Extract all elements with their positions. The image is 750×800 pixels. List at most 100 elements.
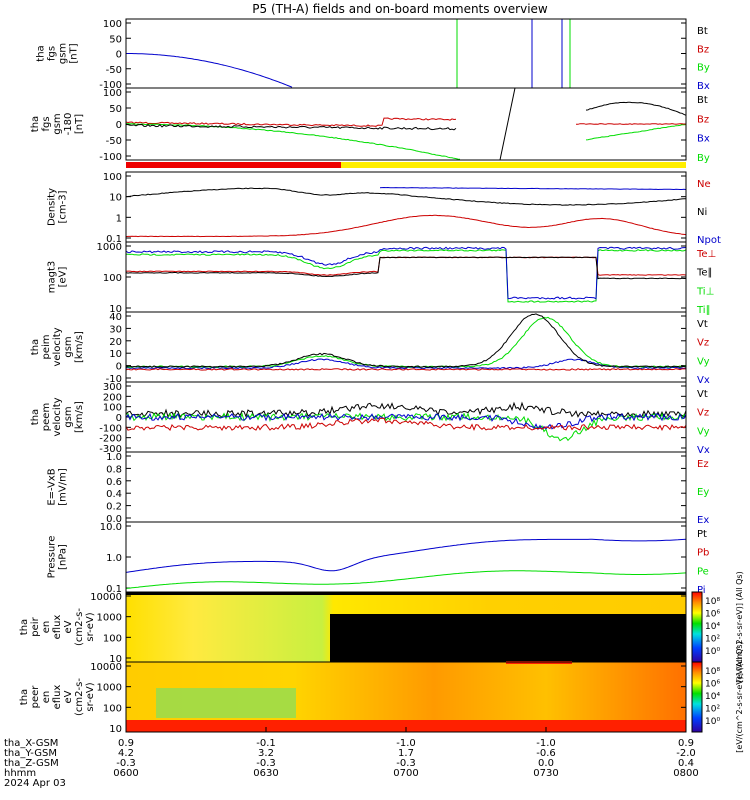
ylabel-peir_spectrum-6: sr-eV)	[85, 612, 96, 641]
xaxis-z-0: -0.3	[116, 758, 136, 769]
legend-fgs_bx-3: By	[697, 153, 710, 164]
series-pe-curve	[125, 570, 687, 589]
ytick-fgs_bx-3: -50	[106, 136, 122, 147]
panel-peir_spectrum: tha peir en eflux eV (cm2-s-sr-eV) 10000 1000 10…	[19, 591, 687, 665]
ytick-fgs_bx-4: -100	[99, 152, 122, 163]
colorbar-tick-2-2: 10⁴	[705, 692, 720, 702]
panel-pressure: Pressure [nPa] 10.0 1.0 0.1 Pt Pb Pe Pi	[47, 521, 709, 596]
ytick-peir_spectrum-3: 10	[109, 654, 122, 665]
ytick-peem_velocity-6: -300	[99, 444, 122, 455]
ylabel-density-1: [cm-3]	[58, 190, 69, 223]
ytick-density-2: 1	[116, 213, 122, 224]
colorbar-gradient-1	[691, 591, 703, 663]
mode-bar-fast	[126, 162, 341, 168]
ylabel-peim_velocity-1: peim	[41, 334, 52, 359]
colorbar-label-1: [eV/(cm^2-s-sr-eV)] (All Qs)	[735, 571, 744, 682]
ytick-temperature-0: 1000	[97, 242, 122, 253]
legend-density-0: Ne	[697, 179, 711, 190]
ylabel-peem_velocity-4: [km/s]	[74, 401, 85, 433]
ytick-peer_spectrum-2: 100	[103, 703, 122, 714]
spectrogram-top-strip	[126, 592, 686, 595]
series-bt-curve	[125, 123, 457, 131]
xaxis-row-label-1: tha_Y-GSM	[4, 748, 57, 759]
legend-efield-0: Ez	[697, 459, 709, 470]
colorbar-tick-2-0: 10⁸	[705, 667, 720, 677]
legend-peim_velocity-0: Vt	[697, 319, 708, 330]
legend-peim_velocity-2: Vy	[697, 356, 710, 367]
ylabel-peem_velocity-2: velocity	[52, 397, 63, 436]
xaxis-y-1: 3.2	[258, 748, 274, 759]
ytick-peim_velocity-1: 30	[109, 324, 122, 335]
legend-peem_velocity-1: Vz	[697, 408, 709, 419]
ytick-density-1: 10	[109, 193, 122, 204]
ytick-fgs_bt-0: 100	[103, 19, 122, 30]
series-vt-curve	[125, 401, 687, 419]
ytick-fgs_bx-1: 50	[109, 104, 122, 115]
panel-peem_velocity: tha peem velocity gsm [km/s] 3002001000-100-2…	[30, 381, 710, 456]
ylabel-peim_velocity-4: [km/s]	[74, 331, 85, 363]
ylabel-peir_spectrum-3: eflux	[52, 615, 63, 640]
colorbar-tick-1-2: 10⁴	[705, 622, 720, 632]
xaxis-time-4: 0800	[673, 768, 698, 779]
series-tipar-curve	[125, 246, 687, 300]
xaxis-x-2: -1.0	[396, 738, 416, 749]
ylabel-peer_spectrum-5: (cm2-s-	[74, 678, 85, 716]
xaxis-z-2: -0.3	[396, 758, 416, 769]
legend-fgs_bt-0: Bt	[697, 26, 708, 37]
series-pi-curve	[125, 538, 687, 573]
ylabel-peem_velocity-1: peem	[41, 403, 52, 431]
ylabel-density-0: Density	[47, 188, 58, 226]
xaxis-z-1: -0.3	[256, 758, 276, 769]
xaxis-time-0: 0600	[113, 768, 138, 779]
legend-pressure-2: Pe	[697, 566, 709, 577]
legend-efield-1: Ey	[697, 487, 709, 498]
ylabel-fgs_bt-0: tha	[36, 45, 47, 61]
ylabel-peem_velocity-0: tha	[30, 409, 41, 425]
ylabel-efield-0: E=-VxB	[47, 468, 58, 505]
series-vt-curve	[125, 313, 687, 368]
legend-fgs_bt-3: Bx	[697, 81, 710, 92]
ylabel-peir_spectrum-0: tha	[19, 619, 30, 635]
series-by-late	[585, 124, 687, 141]
colorbar-tick-1-1: 10⁶	[705, 610, 720, 620]
legend-temperature-0: Te⊥	[696, 249, 716, 260]
colorbar-2: 10⁸ 10⁶ 10⁴ 10² 10⁰ [eV/(cm^2-s-sr-eV)] (All …	[691, 641, 744, 753]
series-vy-curve	[125, 316, 687, 368]
ytick-efield-3: 0.4	[106, 489, 122, 500]
ylabel-fgs_bt-3: [nT]	[69, 43, 80, 63]
frame-peim_velocity	[125, 311, 687, 383]
xaxis-row-label-4: 2024 Apr 03	[4, 778, 66, 789]
ylabel-peer_spectrum-1: peer	[30, 685, 41, 709]
ytick-fgs_bt-1: 50	[109, 34, 122, 45]
xaxis-x-3: -1.0	[536, 738, 556, 749]
frame-efield	[125, 451, 687, 523]
colorbar-tick-1-4: 10⁰	[705, 647, 720, 657]
xaxis-y-3: -0.6	[536, 748, 556, 759]
colorbar-tick-2-1: 10⁶	[705, 680, 720, 690]
xaxis-z-3: 0.0	[538, 758, 554, 769]
ytick-peer_spectrum-1: 1000	[97, 683, 122, 694]
ylabel-temperature-0: magt3	[47, 261, 58, 294]
ytick-pressure-0: 10.0	[100, 522, 122, 533]
ylabel-efield-1: [mV/m]	[58, 468, 69, 506]
spectrogram-dark-region	[330, 614, 686, 662]
panel-peer_spectrum: tha peer en eflux eV (cm2-s-sr-eV) 10000 1000 10…	[19, 661, 687, 735]
xaxis-row-label-2: tha_Z-GSM	[4, 758, 59, 769]
ylabel-peir_spectrum-4: eV	[63, 620, 74, 633]
colorbar-label-2: [eV/(cm^2-s-sr-eV)] (All Qs)	[735, 641, 744, 752]
ytick-fgs_bx-0: 100	[103, 88, 122, 99]
series-ne-curve	[125, 214, 687, 238]
xaxis-y-4: -2.0	[676, 748, 696, 759]
series-tepar-curve	[125, 256, 686, 280]
ytick-peem_velocity-2: 100	[103, 403, 122, 414]
legend-peim_velocity-3: Vx	[697, 375, 710, 386]
ylabel-peim_velocity-0: tha	[30, 339, 41, 355]
ylabel-fgs_bx-2: gsm	[52, 113, 63, 134]
legend-fgs_bx-1: Bz	[697, 114, 709, 125]
ytick-fgs_bt-2: 0	[116, 50, 122, 61]
legend-temperature-1: Te∥	[696, 268, 713, 279]
series-vz-curve	[125, 417, 687, 432]
panel-temperature: magt3 [eV] 1000 100 10 Te⊥ Te∥ Ti⊥ Ti∥	[47, 241, 716, 316]
